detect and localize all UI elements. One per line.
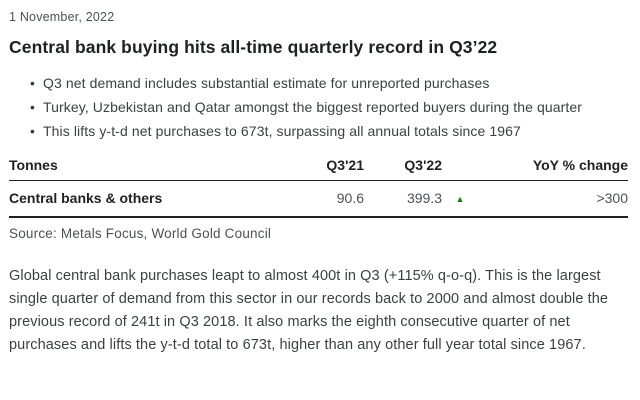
cell-indicator: ▲ [442, 180, 478, 218]
row-label-central-banks: Central banks & others [9, 180, 292, 218]
table-row: Central banks & others 90.6 399.3 ▲ >300 [9, 180, 628, 218]
article-body-paragraph: Global central bank purchases leapt to a… [9, 268, 609, 353]
highlight-item: Turkey, Uzbekistan and Qatar amongst the… [9, 95, 628, 119]
cell-q3-21-value: 90.6 [292, 180, 364, 218]
highlight-item: This lifts y-t-d net purchases to 673t, … [9, 119, 628, 143]
column-header-yoy-change: YoY % change [478, 157, 628, 181]
demand-summary-table: Tonnes Q3'21 Q3'22 YoY % change Central … [9, 157, 628, 218]
table-header-row: Tonnes Q3'21 Q3'22 YoY % change [9, 157, 628, 181]
cell-q3-22-value: 399.3 [364, 180, 442, 218]
column-header-q3-22: Q3'22 [364, 157, 442, 181]
column-header-tonnes: Tonnes [9, 157, 292, 181]
column-header-indicator-spacer [442, 157, 478, 181]
up-arrow-icon: ▲ [455, 194, 465, 204]
highlight-item: Q3 net demand includes substantial estim… [9, 71, 628, 95]
article-date: 1 November, 2022 [9, 10, 115, 24]
cell-yoy-value: >300 [478, 180, 628, 218]
source-attribution: Source: Metals Focus, World Gold Council [9, 226, 272, 241]
key-highlights-list: Q3 net demand includes substantial estim… [9, 71, 628, 143]
column-header-q3-21: Q3'21 [292, 157, 364, 181]
article-title: Central bank buying hits all-time quarte… [9, 37, 498, 57]
